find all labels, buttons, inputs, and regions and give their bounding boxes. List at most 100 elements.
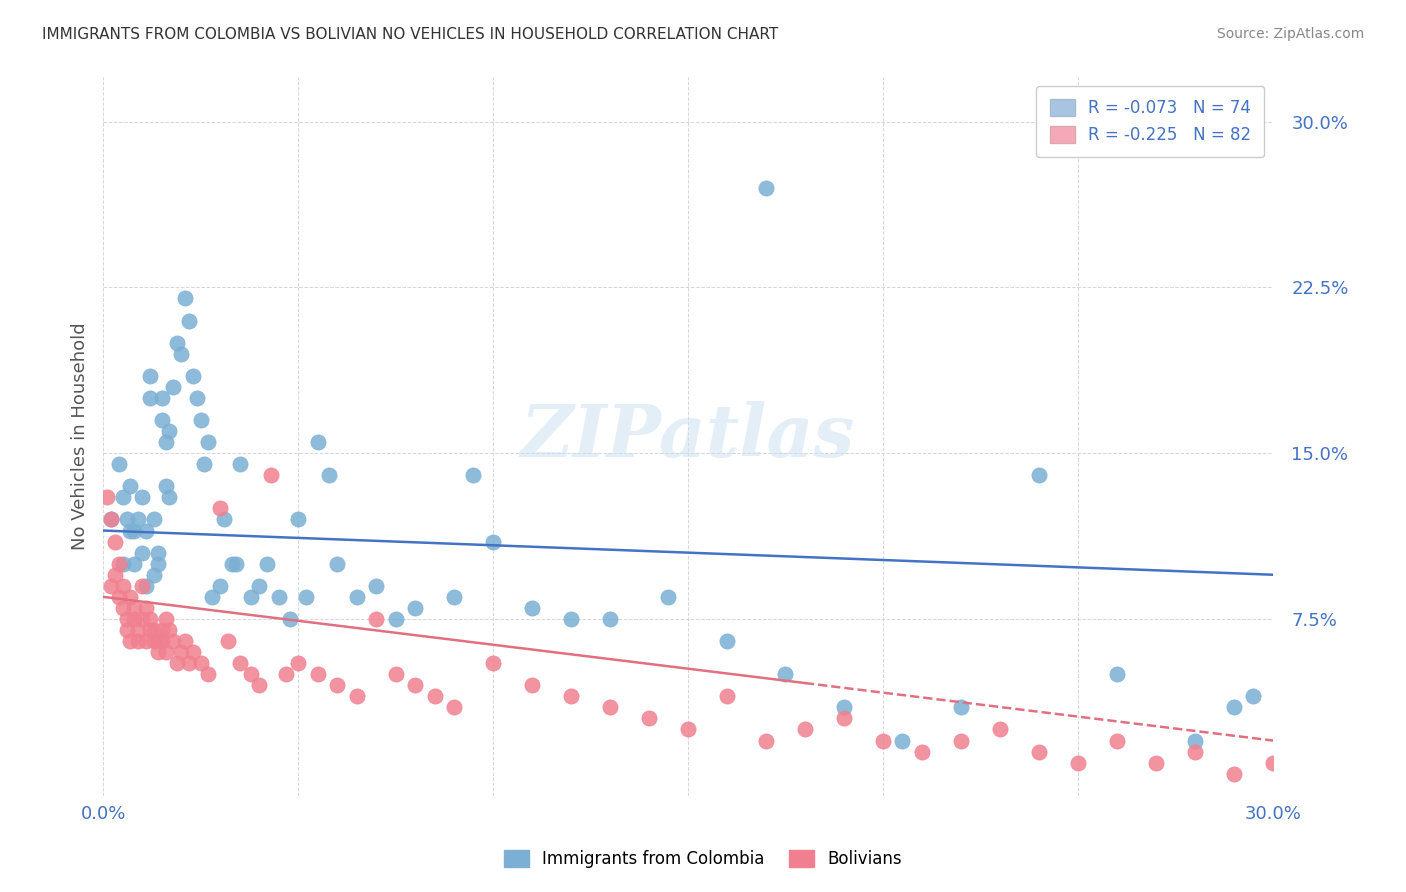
Point xyxy=(181,645,204,659)
Text: Source: ZipAtlas.com: Source: ZipAtlas.com xyxy=(1216,27,1364,41)
Point xyxy=(150,634,173,648)
Point xyxy=(1028,745,1050,759)
Point xyxy=(295,590,318,604)
Point xyxy=(267,590,290,604)
Point xyxy=(139,623,162,637)
Point xyxy=(287,656,309,670)
Point xyxy=(197,435,219,450)
Point xyxy=(155,435,177,450)
Point xyxy=(404,600,426,615)
Point xyxy=(115,623,138,637)
Point xyxy=(1301,766,1323,780)
Point xyxy=(988,723,1011,737)
Point xyxy=(228,656,250,670)
Point xyxy=(142,567,165,582)
Point xyxy=(240,590,263,604)
Point xyxy=(949,700,972,714)
Y-axis label: No Vehicles in Household: No Vehicles in Household xyxy=(72,323,89,550)
Point xyxy=(318,468,340,483)
Point xyxy=(111,579,134,593)
Point xyxy=(364,579,387,593)
Point xyxy=(146,634,169,648)
Point xyxy=(209,579,232,593)
Point xyxy=(256,557,278,571)
Point xyxy=(115,512,138,526)
Point xyxy=(201,590,224,604)
Point xyxy=(174,634,197,648)
Point xyxy=(135,600,157,615)
Point xyxy=(1144,756,1167,770)
Point xyxy=(186,391,208,405)
Point xyxy=(404,678,426,692)
Point xyxy=(307,667,329,681)
Point xyxy=(225,557,247,571)
Point xyxy=(166,656,188,670)
Point xyxy=(247,678,270,692)
Point xyxy=(157,623,180,637)
Point xyxy=(111,600,134,615)
Point xyxy=(146,546,169,560)
Point xyxy=(520,600,543,615)
Point xyxy=(177,313,200,327)
Point xyxy=(124,524,146,538)
Point xyxy=(1378,766,1400,780)
Point xyxy=(346,590,368,604)
Point xyxy=(891,733,914,747)
Point xyxy=(104,567,127,582)
Point xyxy=(1241,690,1264,704)
Point xyxy=(131,546,153,560)
Point xyxy=(247,579,270,593)
Point xyxy=(120,634,142,648)
Point xyxy=(150,413,173,427)
Point xyxy=(1184,733,1206,747)
Point xyxy=(212,512,235,526)
Point xyxy=(832,700,855,714)
Point xyxy=(107,590,129,604)
Point xyxy=(135,524,157,538)
Point xyxy=(157,424,180,438)
Point xyxy=(170,645,193,659)
Point xyxy=(107,457,129,471)
Point xyxy=(1222,700,1244,714)
Point xyxy=(150,391,173,405)
Point xyxy=(146,557,169,571)
Point xyxy=(131,491,153,505)
Point xyxy=(384,612,406,626)
Point xyxy=(832,711,855,725)
Point xyxy=(135,634,157,648)
Point xyxy=(599,700,621,714)
Point xyxy=(120,479,142,493)
Point xyxy=(124,600,146,615)
Point xyxy=(463,468,485,483)
Point xyxy=(124,557,146,571)
Point xyxy=(127,634,149,648)
Point xyxy=(482,656,505,670)
Point xyxy=(115,612,138,626)
Point xyxy=(155,479,177,493)
Point xyxy=(124,612,146,626)
Point xyxy=(482,534,505,549)
Point xyxy=(139,368,162,383)
Point xyxy=(155,612,177,626)
Point xyxy=(1184,745,1206,759)
Point xyxy=(755,181,778,195)
Point xyxy=(190,413,212,427)
Point xyxy=(638,711,661,725)
Point xyxy=(1028,468,1050,483)
Legend: Immigrants from Colombia, Bolivians: Immigrants from Colombia, Bolivians xyxy=(496,843,910,875)
Point xyxy=(1340,756,1362,770)
Point xyxy=(170,347,193,361)
Point xyxy=(676,723,699,737)
Point xyxy=(1067,756,1090,770)
Point xyxy=(150,623,173,637)
Point xyxy=(520,678,543,692)
Point xyxy=(177,656,200,670)
Point xyxy=(240,667,263,681)
Point xyxy=(228,457,250,471)
Point xyxy=(307,435,329,450)
Point xyxy=(716,634,738,648)
Text: IMMIGRANTS FROM COLOMBIA VS BOLIVIAN NO VEHICLES IN HOUSEHOLD CORRELATION CHART: IMMIGRANTS FROM COLOMBIA VS BOLIVIAN NO … xyxy=(42,27,779,42)
Legend: R = -0.073   N = 74, R = -0.225   N = 82: R = -0.073 N = 74, R = -0.225 N = 82 xyxy=(1036,86,1264,157)
Point xyxy=(599,612,621,626)
Point xyxy=(142,634,165,648)
